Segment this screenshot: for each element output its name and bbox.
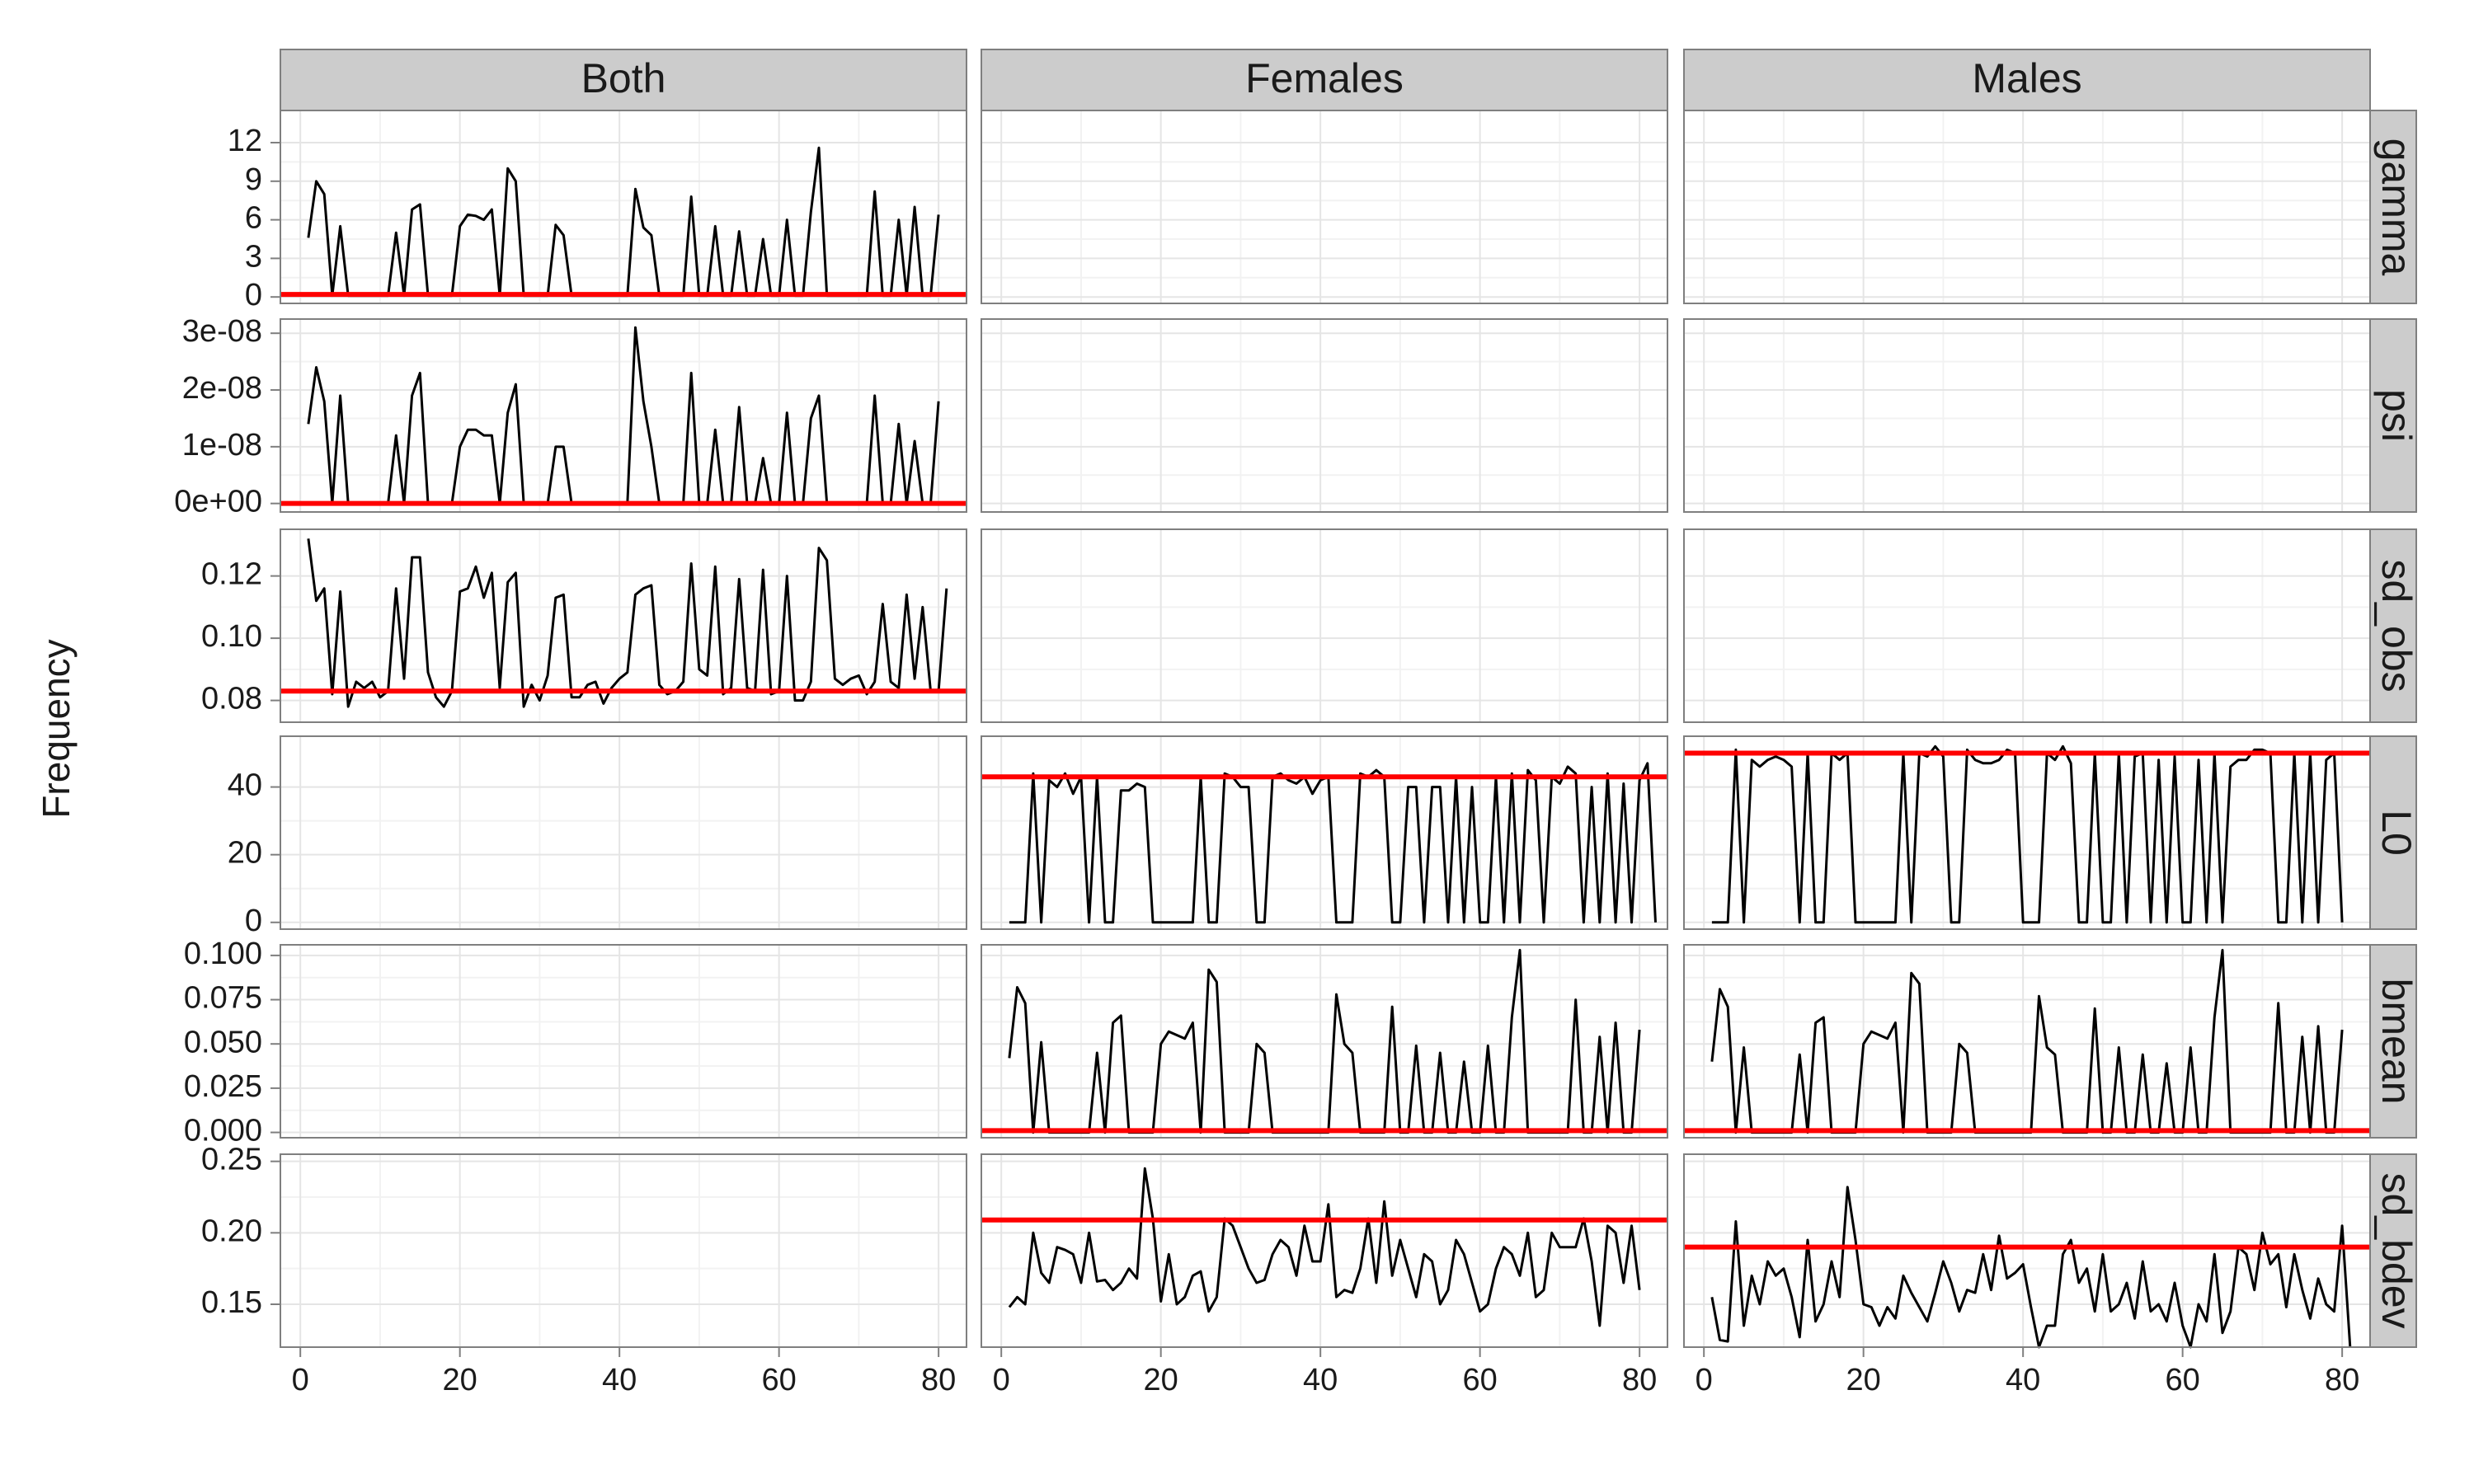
- panel-border: [280, 1153, 967, 1348]
- row-strip-label: sd_bdev: [2373, 1172, 2420, 1328]
- row-strip: [2369, 735, 2417, 930]
- x-tick-label: 60: [1463, 1363, 1498, 1397]
- panel-background: [1684, 1154, 2370, 1347]
- y-tick-label: 0.025: [184, 1069, 262, 1104]
- panel-border: [981, 1153, 1668, 1348]
- x-tick-label: 40: [2006, 1363, 2040, 1397]
- panel-background: [280, 319, 967, 512]
- x-tick-label: 80: [921, 1363, 956, 1397]
- panel-border: [981, 528, 1668, 723]
- panel-background: [280, 945, 967, 1138]
- panel-border: [1683, 528, 2371, 723]
- panel-border: [1683, 318, 2371, 513]
- panel-background: [1684, 736, 2370, 929]
- x-tick-label: 60: [2166, 1363, 2200, 1397]
- x-tick-label: 0: [1696, 1363, 1713, 1397]
- x-tick-label: 60: [762, 1363, 797, 1397]
- panel-border: [280, 528, 967, 723]
- row-strip: [2369, 110, 2417, 304]
- y-tick-label: 0.25: [201, 1143, 262, 1177]
- panel-border: [280, 735, 967, 930]
- y-tick-label: 20: [228, 836, 262, 871]
- panel-background: [280, 1154, 967, 1347]
- panel-background: [280, 736, 967, 929]
- x-tick-label: 0: [292, 1363, 309, 1397]
- panel-background: [981, 110, 1667, 303]
- y-tick-label: 0.050: [184, 1025, 262, 1059]
- y-tick-label: 6: [245, 201, 262, 236]
- panel-background: [1684, 945, 2370, 1138]
- column-strip: [280, 49, 967, 111]
- series-line-females-sd-bdev: [1008, 1167, 1641, 1327]
- panel-border: [280, 318, 967, 513]
- panel-border: [981, 110, 1668, 304]
- row-strip-label: gamma: [2373, 139, 2420, 276]
- column-strip-label: Males: [1972, 55, 2081, 101]
- x-tick-label: 40: [602, 1363, 637, 1397]
- panel-background: [981, 736, 1667, 929]
- series-line-females-L0: [1009, 762, 1657, 924]
- y-tick-label: 3: [245, 239, 262, 274]
- row-strip-label: L0: [2373, 810, 2420, 856]
- y-tick-label: 9: [245, 162, 262, 197]
- x-tick-label: 80: [2325, 1363, 2359, 1397]
- panel-border: [981, 735, 1668, 930]
- panel-background: [1684, 110, 2370, 303]
- y-tick-label: 0.075: [184, 981, 262, 1016]
- y-tick-label: 0.12: [201, 557, 262, 592]
- y-tick-label: 0.000: [184, 1114, 262, 1148]
- panel-background: [1684, 319, 2370, 512]
- y-tick-label: 0.15: [201, 1285, 262, 1320]
- row-strip-label: bmean: [2373, 979, 2420, 1105]
- y-tick-label: 0.10: [201, 619, 262, 654]
- panel-background: [981, 1154, 1667, 1347]
- panel-background: [981, 945, 1667, 1138]
- column-strip-label: Both: [581, 55, 666, 101]
- panel-border: [981, 318, 1668, 513]
- x-tick-label: 0: [993, 1363, 1010, 1397]
- series-line-both-sd-obs: [307, 538, 948, 708]
- y-axis-title: Frequency: [35, 639, 78, 818]
- x-tick-label: 80: [1622, 1363, 1657, 1397]
- y-tick-label: 0: [245, 278, 262, 312]
- panel-background: [280, 110, 967, 303]
- panel-border: [1683, 735, 2371, 930]
- y-tick-label: 0.100: [184, 937, 262, 971]
- column-strip-label: Females: [1245, 55, 1404, 101]
- panel-border: [1683, 1153, 2371, 1348]
- y-tick-label: 0e+00: [174, 485, 262, 519]
- y-tick-label: 40: [228, 768, 262, 803]
- column-strip: [1683, 49, 2371, 111]
- x-tick-label: 20: [1144, 1363, 1178, 1397]
- panel-border: [280, 110, 967, 304]
- x-tick-label: 20: [443, 1363, 477, 1397]
- y-tick-label: 3e-08: [182, 314, 262, 349]
- y-tick-label: 12: [228, 124, 262, 158]
- series-line-males-sd-bdev: [1710, 1186, 2352, 1349]
- y-tick-label: 2e-08: [182, 371, 262, 406]
- row-strip: [2369, 318, 2417, 513]
- series-line-males-L0: [1711, 744, 2344, 924]
- panel-background: [1684, 529, 2370, 722]
- panel-background: [981, 319, 1667, 512]
- panel-background: [981, 529, 1667, 722]
- y-tick-label: 1e-08: [182, 428, 262, 463]
- x-tick-label: 40: [1303, 1363, 1338, 1397]
- row-strip-label: sd_obs: [2373, 559, 2420, 692]
- column-strip: [981, 49, 1668, 111]
- panel-border: [280, 944, 967, 1139]
- panel-border: [1683, 944, 2371, 1139]
- panel-border: [1683, 110, 2371, 304]
- row-strip-label: psi: [2373, 389, 2420, 442]
- panel-border: [981, 944, 1668, 1139]
- y-tick-label: 0: [245, 904, 262, 938]
- y-tick-label: 0.20: [201, 1214, 262, 1248]
- x-tick-label: 20: [1846, 1363, 1881, 1397]
- y-tick-label: 0.08: [201, 682, 262, 716]
